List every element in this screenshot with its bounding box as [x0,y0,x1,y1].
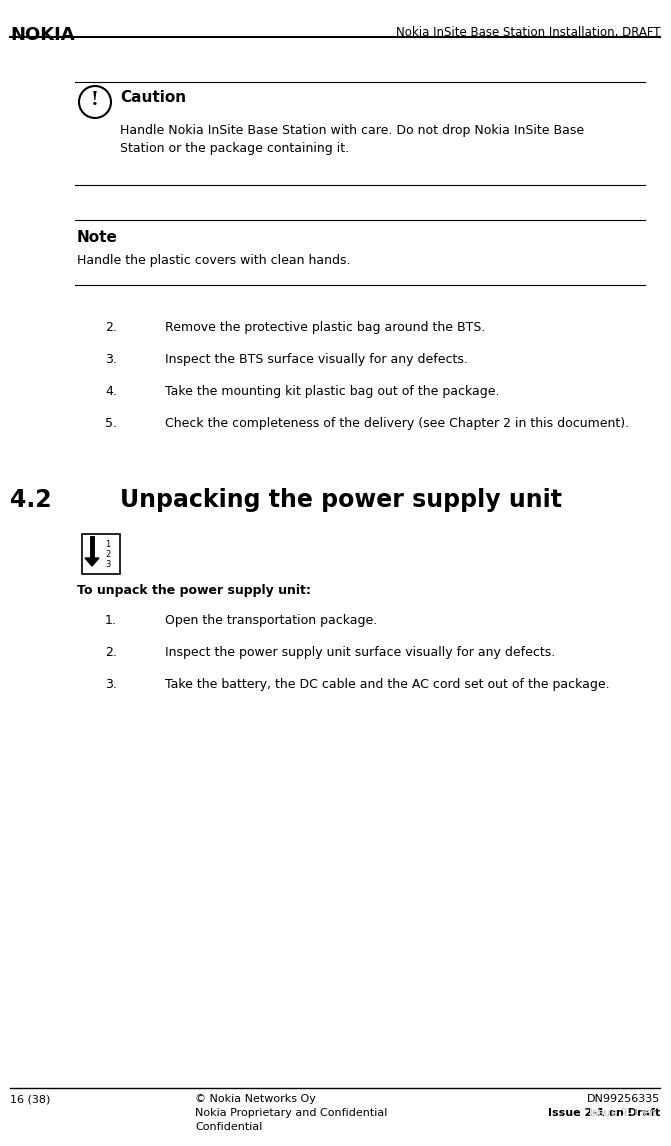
Text: Confidential: Confidential [195,1122,262,1132]
Text: To unpack the power supply unit:: To unpack the power supply unit: [77,584,311,597]
Text: Take the mounting kit plastic bag out of the package.: Take the mounting kit plastic bag out of… [165,385,499,398]
Text: Caution: Caution [120,91,186,105]
Text: Unpacking the power supply unit: Unpacking the power supply unit [120,488,562,512]
Text: 3: 3 [105,560,110,570]
Text: !: ! [91,91,99,109]
Text: 2.: 2. [105,321,117,333]
Text: 3.: 3. [105,353,117,366]
Text: 4.2: 4.2 [10,488,52,512]
Text: 5.: 5. [105,417,117,430]
Text: Issue 2-1 en Draft: Issue 2-1 en Draft [548,1108,660,1118]
Text: 3.: 3. [105,678,117,691]
Text: Handle Nokia InSite Base Station with care. Do not drop Nokia InSite Base
Statio: Handle Nokia InSite Base Station with ca… [120,124,584,155]
Text: © Nokia Networks Oy: © Nokia Networks Oy [195,1094,316,1104]
Text: Nokia Proprietary and Confidential: Nokia Proprietary and Confidential [195,1108,387,1118]
Text: Note: Note [77,230,118,245]
Text: Inspect the BTS surface visually for any defects.: Inspect the BTS surface visually for any… [165,353,468,366]
Text: 4.: 4. [105,385,117,398]
Bar [82,534,120,574]
Polygon shape [85,558,99,566]
Text: Open the transportation package.: Open the transportation package. [165,614,377,627]
Text: 1: 1 [105,540,110,549]
Text: DN99256335: DN99256335 [586,1094,660,1104]
Text: Take the battery, the DC cable and the AC cord set out of the package.: Take the battery, the DC cable and the A… [165,678,610,691]
Text: 1.: 1. [105,614,117,627]
Text: Issue 2-1 en: Issue 2-1 en [588,1108,660,1118]
Text: Check the completeness of the delivery (see Chapter 2 in this document).: Check the completeness of the delivery (… [165,417,629,430]
Text: 2.: 2. [105,646,117,659]
Text: Handle the plastic covers with clean hands.: Handle the plastic covers with clean han… [77,254,350,267]
Text: Nokia InSite Base Station Installation, DRAFT: Nokia InSite Base Station Installation, … [395,26,660,39]
Text: Inspect the power supply unit surface visually for any defects.: Inspect the power supply unit surface vi… [165,646,555,659]
Text: Remove the protective plastic bag around the BTS.: Remove the protective plastic bag around… [165,321,485,333]
Text: NOKIA: NOKIA [10,26,74,44]
Text: 16 (38): 16 (38) [10,1094,50,1104]
Text: 2: 2 [105,550,110,559]
Text: Issue 2-1 en: Issue 2-1 en [588,1108,660,1118]
